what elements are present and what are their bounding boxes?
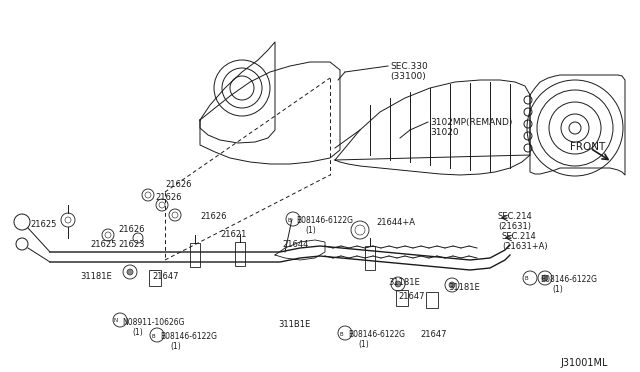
Text: 311B1E: 311B1E: [278, 320, 310, 329]
Text: B08146-6122G: B08146-6122G: [540, 275, 597, 284]
Text: 21647: 21647: [152, 272, 179, 281]
Text: 3102MP(REMAND): 3102MP(REMAND): [430, 118, 513, 127]
Text: B08146-6122G: B08146-6122G: [160, 332, 217, 341]
Text: B08146-6122G: B08146-6122G: [296, 216, 353, 225]
Circle shape: [542, 275, 548, 281]
Text: (21631): (21631): [498, 222, 531, 231]
Text: SEC.330: SEC.330: [390, 62, 428, 71]
Text: B: B: [287, 218, 291, 222]
Text: 21647: 21647: [398, 292, 424, 301]
Text: 31020: 31020: [430, 128, 459, 137]
Text: N08911-10626G: N08911-10626G: [122, 318, 184, 327]
Text: 21626: 21626: [118, 225, 145, 234]
Text: (21631+A): (21631+A): [502, 242, 548, 251]
Text: J31001ML: J31001ML: [560, 358, 607, 368]
Text: FRONT: FRONT: [570, 142, 605, 152]
Circle shape: [127, 269, 133, 275]
Text: 31181E: 31181E: [388, 278, 420, 287]
Bar: [190, 243, 200, 267]
Bar: [365, 246, 375, 270]
Text: 21623: 21623: [118, 240, 145, 249]
Text: 21625: 21625: [90, 240, 116, 249]
Text: 21644+A: 21644+A: [376, 218, 415, 227]
Text: 21625: 21625: [30, 220, 56, 229]
Text: (1): (1): [358, 340, 369, 349]
Text: 21626: 21626: [200, 212, 227, 221]
Bar: [149, 270, 161, 286]
Text: B: B: [524, 276, 528, 282]
Text: 31181E: 31181E: [448, 283, 480, 292]
Text: (33100): (33100): [390, 72, 426, 81]
Text: SEC.214: SEC.214: [502, 232, 537, 241]
Text: (1): (1): [305, 226, 316, 235]
Text: 21647: 21647: [420, 330, 447, 339]
Text: (1): (1): [552, 285, 563, 294]
Text: 31181E: 31181E: [80, 272, 112, 281]
Bar: [235, 242, 245, 266]
Text: B: B: [151, 334, 155, 339]
Text: (1): (1): [132, 328, 143, 337]
Circle shape: [395, 281, 401, 287]
Bar: [426, 292, 438, 308]
Text: B08146-6122G: B08146-6122G: [348, 330, 405, 339]
Text: (1): (1): [170, 342, 180, 351]
Text: 21626: 21626: [165, 180, 191, 189]
Text: 21621: 21621: [220, 230, 246, 239]
Text: 21644: 21644: [282, 240, 308, 249]
Text: 21626: 21626: [155, 193, 182, 202]
Text: SEC.214: SEC.214: [498, 212, 532, 221]
Text: N: N: [114, 318, 118, 324]
Circle shape: [449, 282, 455, 288]
Text: B: B: [339, 331, 343, 337]
Bar: [396, 290, 408, 306]
